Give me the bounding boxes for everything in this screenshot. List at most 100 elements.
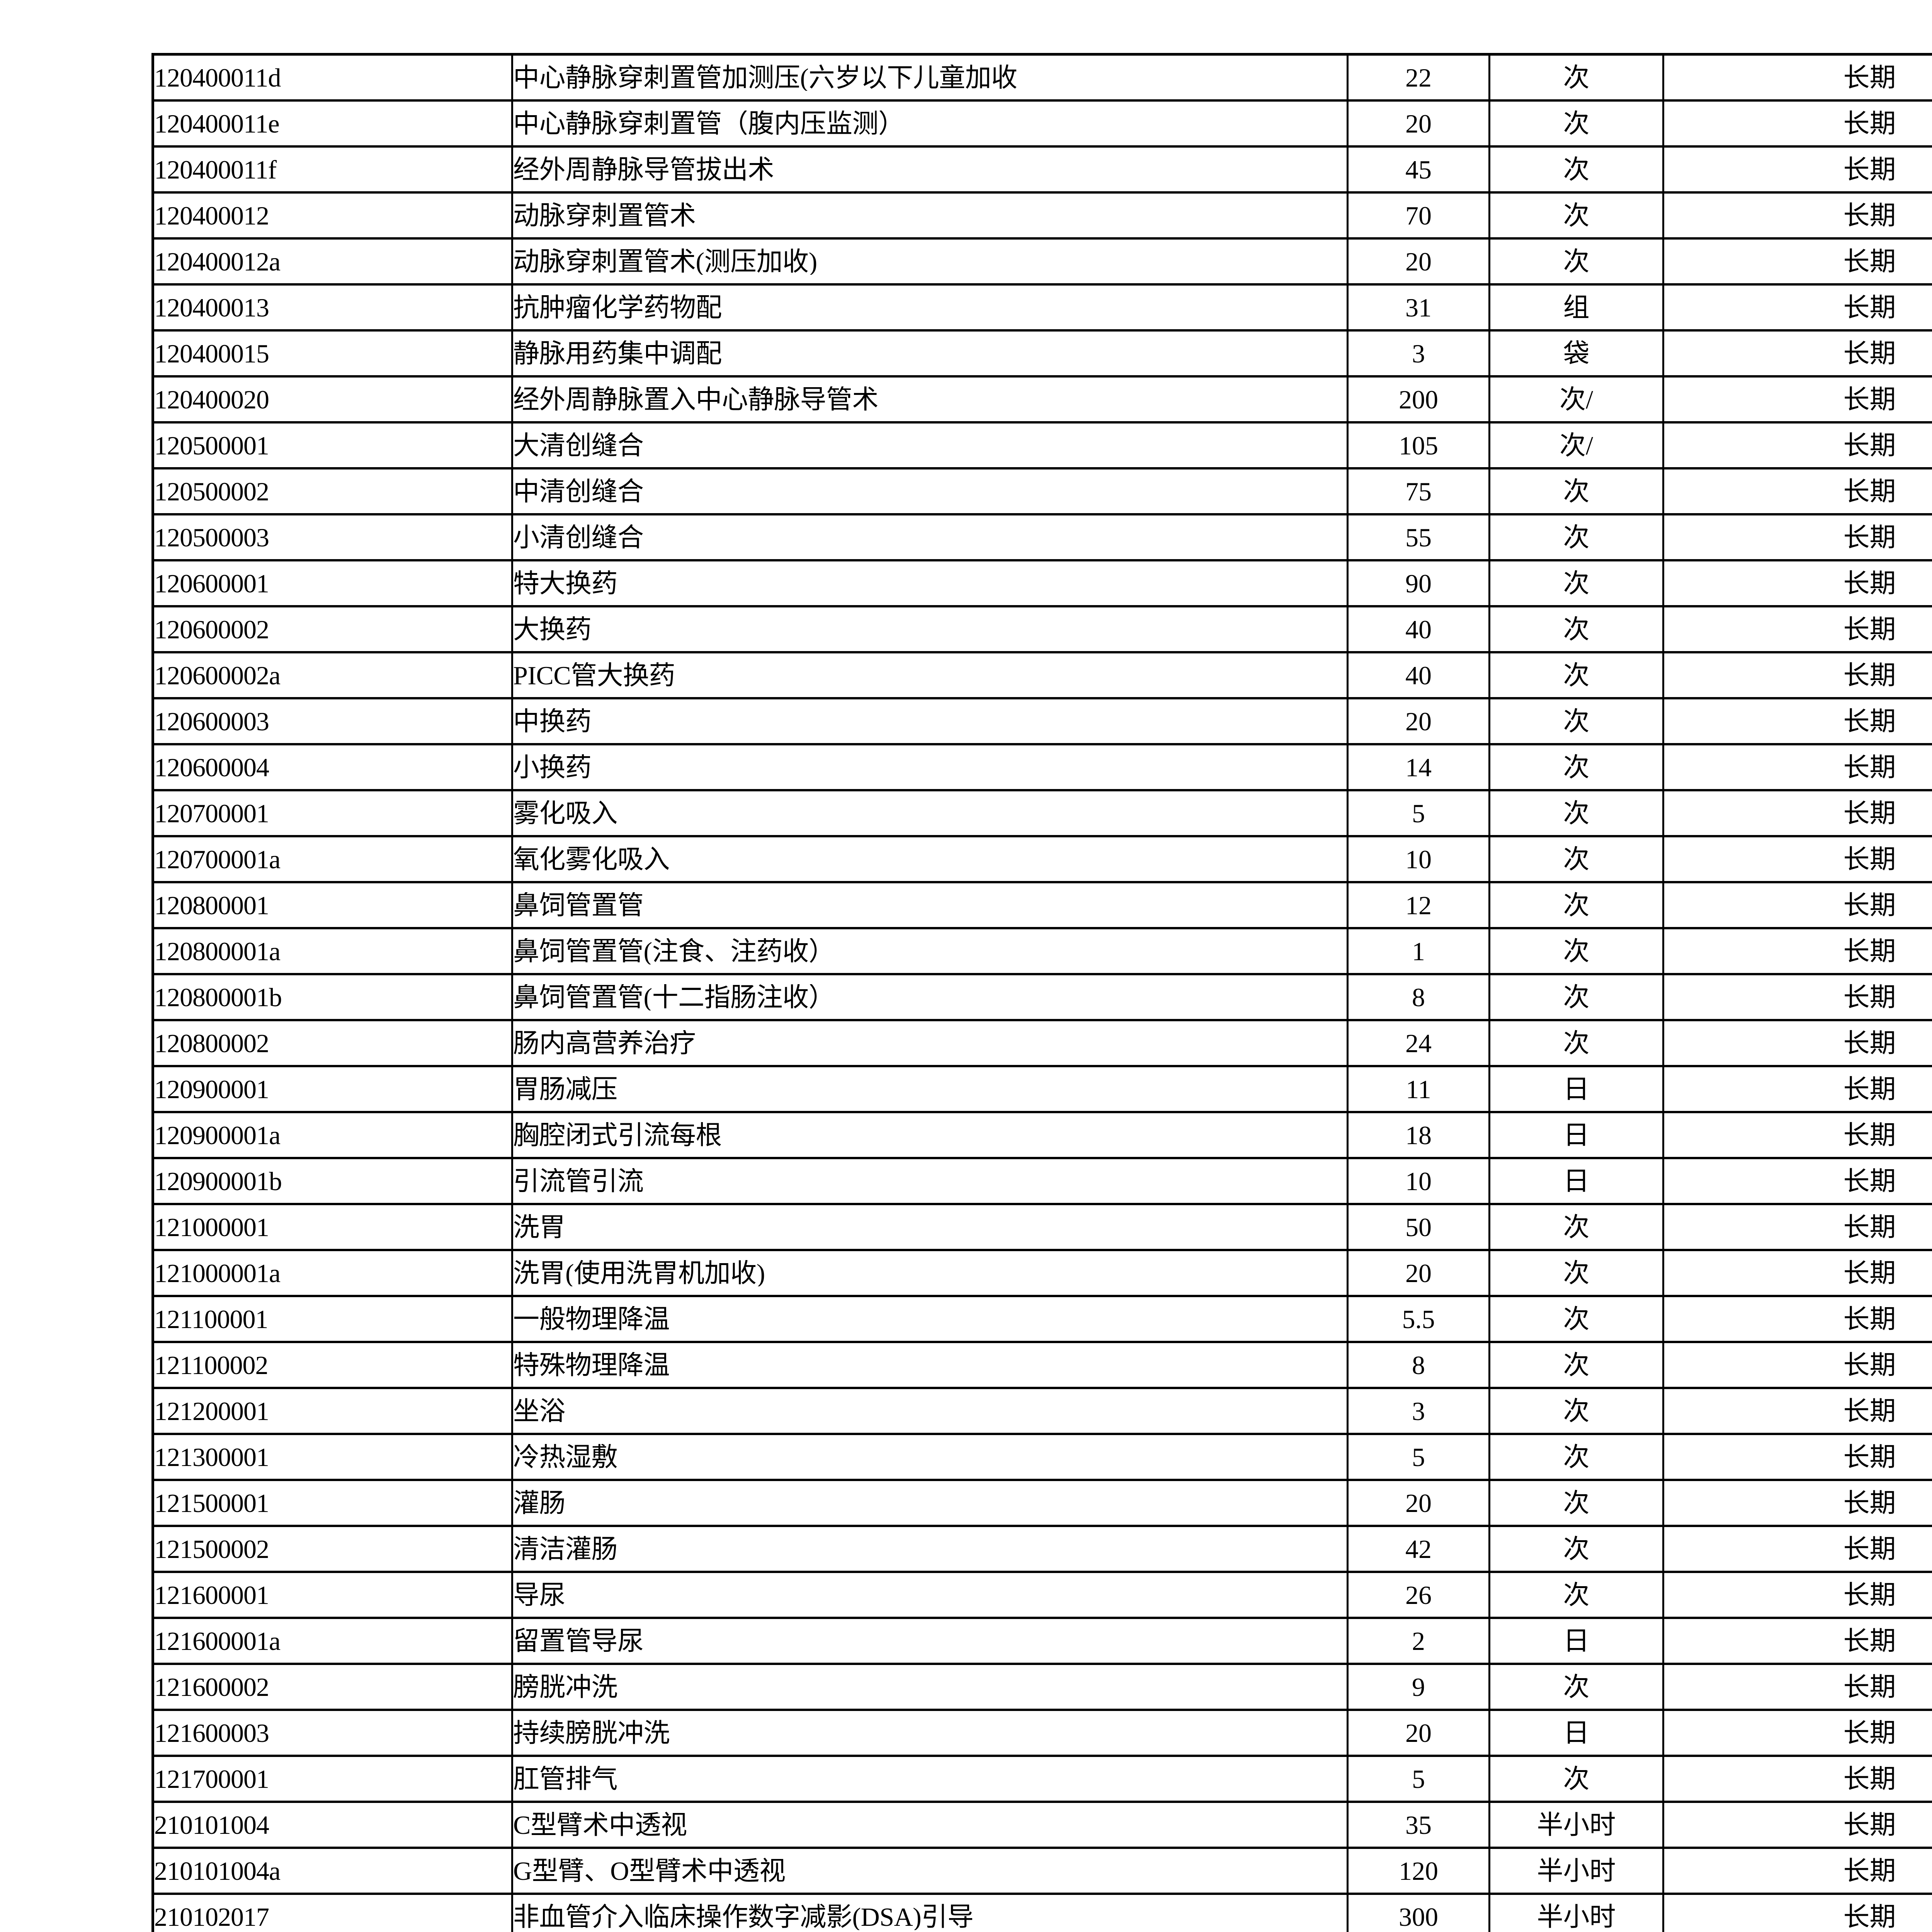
service-unit-cell: 次 <box>1488 973 1664 1021</box>
service-code-cell: 121600002 <box>153 1663 513 1711</box>
service-code-cell: 120400012a <box>153 237 513 286</box>
service-code-cell: 121200001 <box>153 1387 513 1435</box>
service-name-text: 特大换药 <box>513 570 618 597</box>
table-row: 121600003 持续膀胱冲洗 20 日长期 <box>153 1709 1932 1757</box>
service-name-text: 中换药 <box>513 708 592 735</box>
service-price-cell: 18 <box>1347 1111 1490 1159</box>
service-term-cell: 长期 <box>1662 191 1932 240</box>
service-unit-cell: 半小时 <box>1488 1893 1664 1932</box>
service-price-cell: 105 <box>1347 421 1490 469</box>
service-name-cell: 灌肠 <box>511 1479 1349 1527</box>
service-price-cell: 20 <box>1347 1709 1490 1757</box>
service-name-text: 动脉穿刺置管术 <box>513 202 696 229</box>
service-name-cell: 胃肠减压 <box>511 1065 1349 1113</box>
service-term-cell: 长期 <box>1662 237 1932 286</box>
service-term-cell: 长期 <box>1662 1893 1932 1932</box>
table-row: 120800002 肠内高营养治疗 24 次长期 <box>153 1019 1932 1067</box>
service-price-cell: 40 <box>1347 605 1490 653</box>
service-term-cell: 长期 <box>1662 145 1932 194</box>
table-row: 120400012 动脉穿刺置管术 70 次长期 <box>153 191 1932 240</box>
service-term-cell: 长期 <box>1662 1571 1932 1619</box>
service-name-cell: 雾化吸入 <box>511 789 1349 837</box>
service-name-cell: 中清创缝合 <box>511 467 1349 515</box>
service-name-text: 灌肠 <box>513 1490 566 1516</box>
service-price-cell: 10 <box>1347 835 1490 883</box>
service-price-cell: 20 <box>1347 697 1490 745</box>
service-unit-cell: 次 <box>1488 99 1664 148</box>
service-name-cell: 洗胃 <box>511 1203 1349 1251</box>
service-price-cell: 20 <box>1347 1479 1490 1527</box>
service-name-cell: 小清创缝合 <box>511 513 1349 561</box>
service-code-cell: 121000001a <box>153 1249 513 1297</box>
service-code-cell: 210101004 <box>153 1801 513 1849</box>
service-name-cell: 特殊物理降温 <box>511 1341 1349 1389</box>
service-term-cell: 长期 <box>1662 329 1932 378</box>
service-unit-cell: 半小时 <box>1488 1801 1664 1849</box>
table-row: 121100002 特殊物理降温 8 次长期 <box>153 1341 1932 1389</box>
service-code-cell: 210102017 <box>153 1893 513 1932</box>
service-name-text: 导尿 <box>513 1582 566 1608</box>
service-price-cell: 35 <box>1347 1801 1490 1849</box>
service-name-cell: G型臂、O型臂术中透视 <box>511 1847 1349 1895</box>
service-unit-cell: 袋 <box>1488 329 1664 378</box>
service-unit-cell: 次 <box>1488 1341 1664 1389</box>
table-row: 121600001a 留置管导尿 2 日长期 <box>153 1617 1932 1665</box>
table-row: 120900001a 胸腔闭式引流每根 18 日长期 <box>153 1111 1932 1159</box>
service-name-text: 特殊物理降温 <box>513 1352 670 1378</box>
medical-service-price-table: 120400011d 中心静脉穿刺置管加测压(六岁以下儿童加收 22 次长期 12040… <box>151 53 1932 1932</box>
table-row: 120600002 大换药 40 次长期 <box>153 605 1932 653</box>
service-name-text: 小清创缝合 <box>513 524 644 551</box>
service-price-cell: 50 <box>1347 1203 1490 1251</box>
table-row: 120700001 雾化吸入 5 次长期 <box>153 789 1932 837</box>
service-unit-cell: 次 <box>1488 467 1664 515</box>
service-term-cell: 长期 <box>1662 1203 1932 1251</box>
service-term-cell: 长期 <box>1662 1111 1932 1159</box>
table-row: 120900001 胃肠减压 11 日长期 <box>153 1065 1932 1113</box>
service-name-text: 引流管引流 <box>513 1168 644 1194</box>
table-row: 120400013 抗肿瘤化学药物配 31 组长期 <box>153 283 1932 332</box>
service-term-cell: 长期 <box>1662 1709 1932 1757</box>
service-name-cell: 动脉穿刺置管术 <box>511 191 1349 240</box>
service-name-cell: 坐浴 <box>511 1387 1349 1435</box>
service-term-cell: 长期 <box>1662 1249 1932 1297</box>
service-unit-cell: 日 <box>1488 1709 1664 1757</box>
service-price-cell: 55 <box>1347 513 1490 561</box>
service-code-cell: 120600002 <box>153 605 513 653</box>
service-term-cell: 长期 <box>1662 835 1932 883</box>
table-row: 121600002 膀胱冲洗 9 次长期 <box>153 1663 1932 1711</box>
table-row: 120600002a PICC管大换药 40 次长期 <box>153 651 1932 699</box>
service-name-cell: C型臂术中透视 <box>511 1801 1349 1849</box>
table-row: 120600004 小换药 14 次长期 <box>153 743 1932 791</box>
service-name-cell: 鼻饲管置管 <box>511 881 1349 929</box>
service-code-cell: 120400013 <box>153 283 513 332</box>
table-body: 120400011d 中心静脉穿刺置管加测压(六岁以下儿童加收 22 次长期 12040… <box>153 54 1932 1932</box>
service-code-cell: 121000001 <box>153 1203 513 1251</box>
service-name-text: 持续膀胱冲洗 <box>513 1719 670 1746</box>
service-name-cell: 大换药 <box>511 605 1349 653</box>
service-name-cell: 经外周静脉置入中心静脉导管术 <box>511 375 1349 423</box>
service-name-cell: 一般物理降温 <box>511 1295 1349 1343</box>
service-name-text: 中心静脉穿刺置管（腹内压监测） <box>513 110 905 137</box>
service-name-text: 中心静脉穿刺置管加测压(六岁以下儿童加收 <box>513 64 1018 91</box>
service-unit-cell: 次 <box>1488 835 1664 883</box>
service-term-cell: 长期 <box>1662 881 1932 929</box>
service-name-cell: 中心静脉穿刺置管（腹内压监测） <box>511 99 1349 148</box>
service-term-cell: 长期 <box>1662 1525 1932 1573</box>
service-code-cell: 120900001b <box>153 1157 513 1205</box>
service-unit-cell: 日 <box>1488 1617 1664 1665</box>
service-price-cell: 24 <box>1347 1019 1490 1067</box>
service-name-text: G型臂、O型臂术中透视 <box>513 1857 786 1884</box>
table-row: 121000001 洗胃 50 次长期 <box>153 1203 1932 1251</box>
service-name-cell: 膀胱冲洗 <box>511 1663 1349 1711</box>
service-name-cell: 鼻饲管置管(注食、注药收） <box>511 927 1349 975</box>
service-price-cell: 3 <box>1347 329 1490 378</box>
table-row: 120400015 静脉用药集中调配 3 袋长期 <box>153 329 1932 378</box>
service-name-text: 留置管导尿 <box>513 1628 644 1654</box>
service-term-cell: 长期 <box>1662 99 1932 148</box>
table-row: 121100001 一般物理降温 5.5 次长期 <box>153 1295 1932 1343</box>
service-name-text: 经外周静脉导管拔出术 <box>513 156 774 183</box>
service-term-cell: 长期 <box>1662 1663 1932 1711</box>
service-code-cell: 120400020 <box>153 375 513 423</box>
service-code-cell: 120500001 <box>153 421 513 469</box>
service-code-cell: 120600002a <box>153 651 513 699</box>
